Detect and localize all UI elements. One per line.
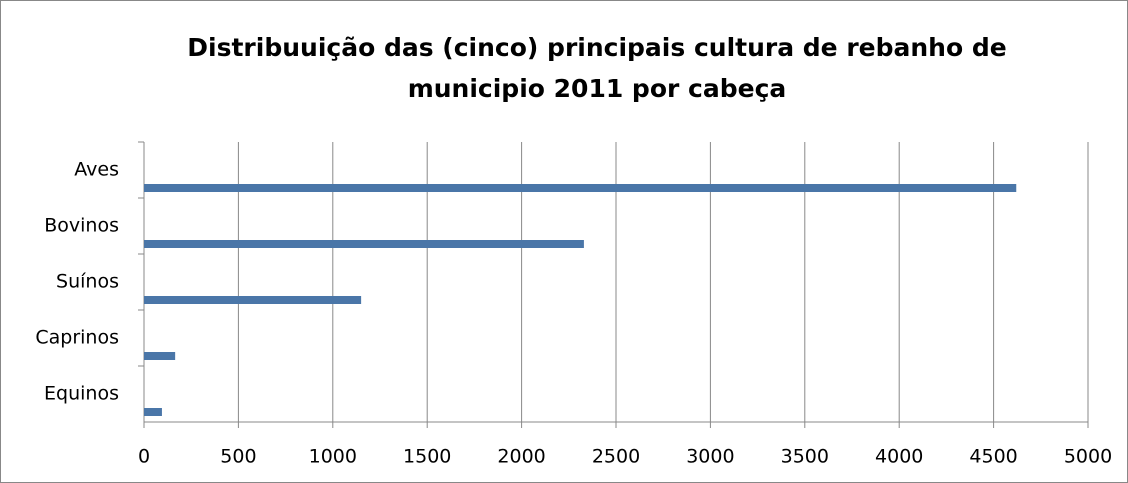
x-tick-label: 1000 xyxy=(309,446,357,468)
x-tick-label: 4500 xyxy=(969,446,1017,468)
x-tick-label: 500 xyxy=(220,446,256,468)
y-tick-label: Aves xyxy=(74,159,119,181)
y-tick-label: Bovinos xyxy=(44,215,119,237)
x-tick-label: 5000 xyxy=(1064,446,1112,468)
bar xyxy=(144,184,1017,192)
x-tick-label: 4000 xyxy=(875,446,923,468)
chart-title: municipio 2011 por cabeça xyxy=(408,74,787,103)
y-tick-label: Caprinos xyxy=(35,327,119,349)
x-tick-label: 1500 xyxy=(403,446,451,468)
x-tick-label: 2000 xyxy=(497,446,545,468)
x-tick-label: 2500 xyxy=(592,446,640,468)
chart-title: Distribuuição das (cinco) principais cul… xyxy=(187,33,1006,62)
x-tick-label: 0 xyxy=(138,446,150,468)
bar xyxy=(144,240,584,248)
y-tick-label: Suínos xyxy=(56,271,119,293)
x-tick-label: 3500 xyxy=(781,446,829,468)
bar xyxy=(144,352,176,360)
bar xyxy=(144,296,362,304)
bar xyxy=(144,408,162,416)
y-tick-label: Equinos xyxy=(44,383,119,405)
x-tick-label: 3000 xyxy=(686,446,734,468)
